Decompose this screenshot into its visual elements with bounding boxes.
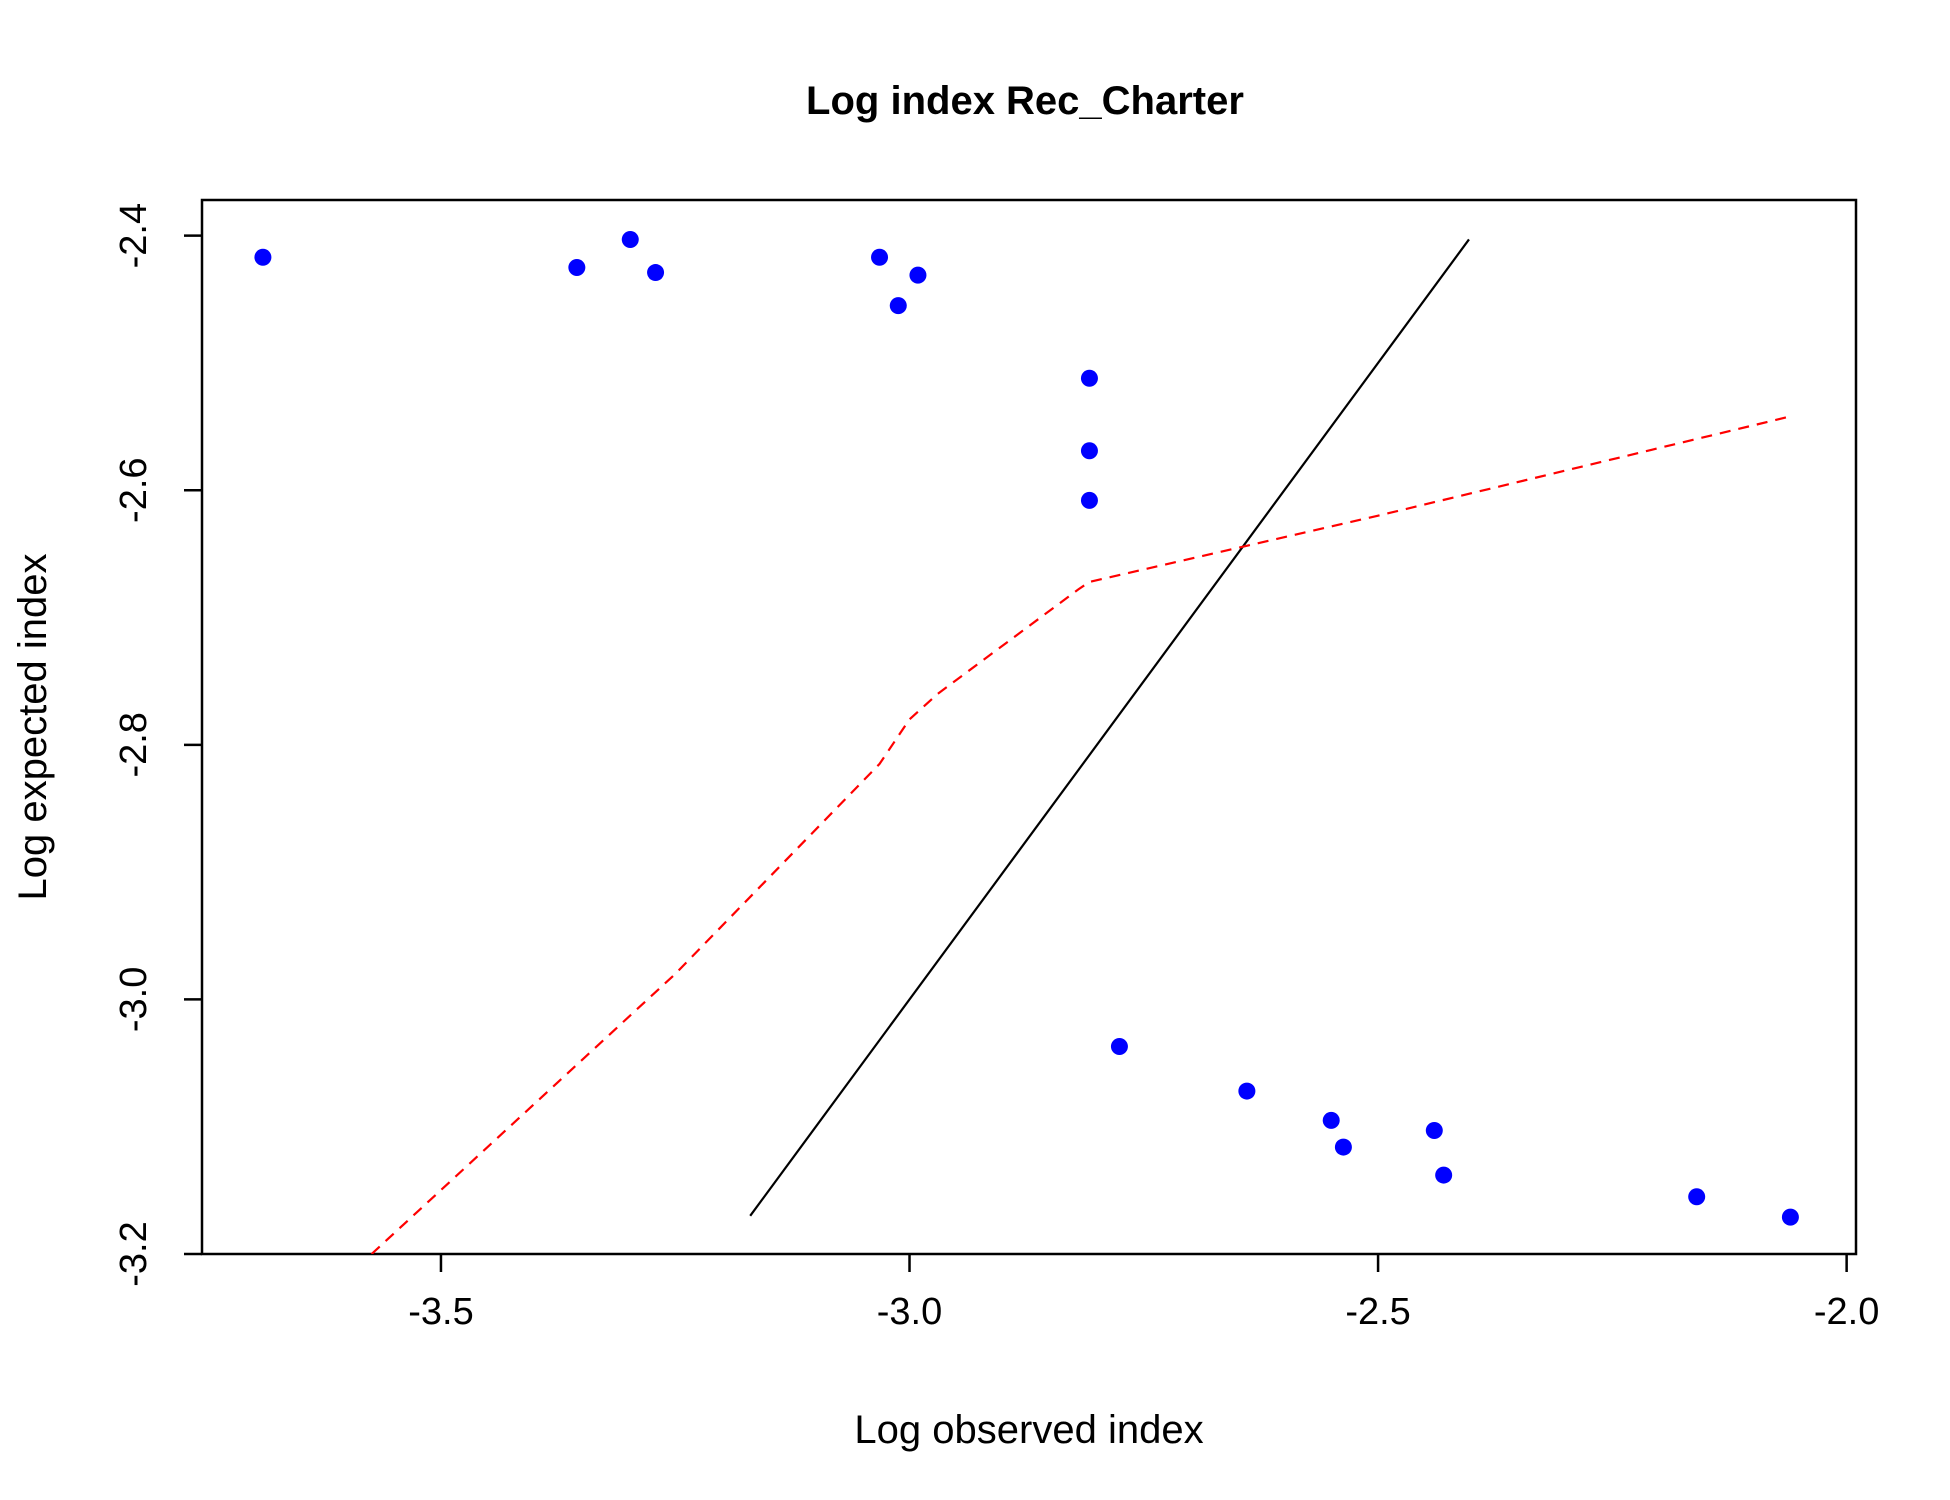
data-point	[1080, 369, 1098, 387]
y-tick-label: -2.8	[113, 712, 155, 777]
x-axis: -3.5 -3.0 -2.5 -2.0	[408, 1254, 1879, 1333]
identity-line	[749, 238, 1470, 1217]
data-point	[1110, 1038, 1128, 1056]
y-tick-label: -3.2	[113, 1221, 155, 1286]
data-point	[1322, 1111, 1340, 1129]
data-point	[1238, 1082, 1256, 1100]
data-point	[1781, 1208, 1799, 1226]
chart-title: Log index Rec_Charter	[806, 79, 1244, 123]
x-tick-label: -3.0	[877, 1291, 942, 1333]
x-tick-label: -2.0	[1814, 1291, 1879, 1333]
smooth-line	[370, 415, 1791, 1254]
data-point	[871, 248, 889, 266]
x-axis-label: Log observed index	[854, 1408, 1203, 1452]
data-point	[1080, 442, 1098, 460]
y-tick-label: -3.0	[113, 967, 155, 1032]
data-point	[1334, 1138, 1352, 1156]
data-point	[909, 266, 927, 284]
data-point	[1688, 1188, 1706, 1206]
x-tick-label: -2.5	[1345, 1291, 1410, 1333]
x-tick-label: -3.5	[408, 1291, 473, 1333]
y-tick-label: -2.6	[113, 457, 155, 522]
data-point	[647, 264, 665, 282]
lines-layer	[370, 238, 1791, 1254]
y-axis-label: Log expected index	[11, 554, 55, 901]
y-axis: -3.2 -3.0 -2.8 -2.6 -2.4	[113, 203, 202, 1287]
plot-frame	[200, 198, 1858, 1256]
data-point	[1435, 1166, 1453, 1184]
data-point	[889, 297, 907, 315]
data-point	[254, 248, 272, 266]
data-point	[621, 230, 639, 248]
data-point	[1080, 491, 1098, 509]
data-point	[568, 258, 586, 276]
y-tick-label: -2.4	[113, 203, 155, 268]
data-point	[1425, 1122, 1443, 1140]
points-layer	[254, 230, 1799, 1226]
